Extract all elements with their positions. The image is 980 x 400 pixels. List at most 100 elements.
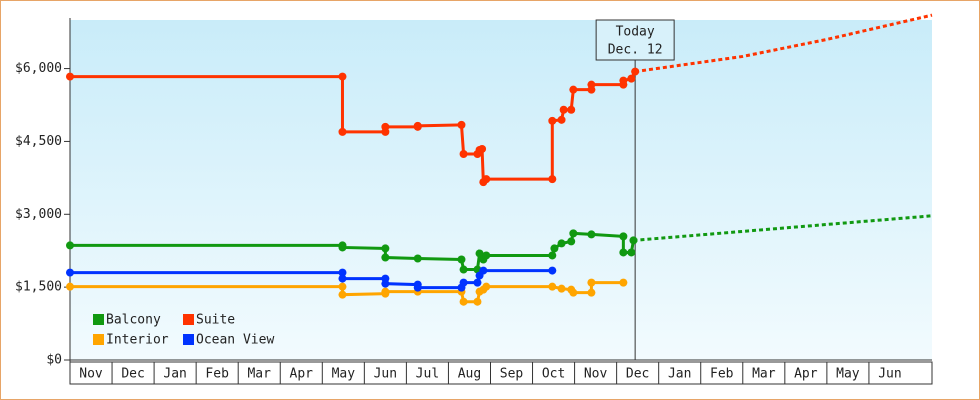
x-tick-label: Sep (500, 367, 524, 382)
point (338, 290, 347, 299)
x-tick-label: Dec (626, 367, 649, 382)
x-tick-label: Jan (163, 367, 186, 382)
point (550, 244, 559, 253)
point (66, 268, 74, 277)
point (473, 297, 482, 306)
point (548, 266, 557, 275)
point (473, 278, 482, 287)
legend-label: Suite (196, 313, 235, 328)
point (587, 80, 596, 89)
x-tick-label: May (836, 367, 860, 382)
point (66, 282, 74, 291)
x-tick-label: Jul (416, 367, 439, 382)
today-label: Today (616, 25, 655, 40)
x-tick-label: Mar (247, 367, 271, 382)
legend-swatch (93, 314, 104, 325)
point (619, 278, 628, 287)
x-tick-label: Apr (290, 367, 314, 382)
point (413, 121, 422, 130)
y-tick-label: $0 (46, 353, 62, 368)
point (457, 120, 466, 129)
point (338, 282, 347, 291)
point (631, 67, 640, 76)
point (66, 72, 74, 81)
today-box (595, 19, 675, 61)
point (459, 278, 468, 287)
point (478, 144, 487, 153)
point (627, 248, 636, 257)
point (413, 283, 422, 292)
x-tick-label: May (332, 367, 356, 382)
point (338, 72, 347, 81)
point (569, 229, 578, 238)
point (459, 150, 468, 159)
point (413, 254, 422, 263)
point (587, 278, 596, 287)
x-tick-label: Mar (752, 367, 776, 382)
point (557, 284, 566, 293)
point (381, 253, 390, 262)
legend-label: Balcony (106, 313, 161, 328)
x-tick-label: Nov (584, 367, 608, 382)
point (587, 288, 596, 297)
point (381, 287, 390, 296)
x-tick-label: Jan (668, 367, 691, 382)
y-tick-label: $4,500 (15, 134, 62, 149)
point (381, 279, 390, 288)
legend-swatch (183, 314, 194, 325)
legend-label: Ocean View (196, 333, 274, 348)
plot-area (70, 20, 932, 360)
point (457, 255, 466, 264)
point (548, 282, 557, 291)
point (381, 122, 390, 131)
legend-swatch (183, 334, 194, 345)
point (338, 268, 347, 277)
legend-label: Interior (106, 333, 169, 348)
point (619, 232, 628, 241)
point (569, 288, 578, 297)
projection-line (633, 214, 933, 242)
point (567, 237, 576, 246)
point (66, 241, 74, 250)
point (567, 105, 576, 114)
x-tick-label: Apr (794, 367, 818, 382)
x-tick-label: Jun (374, 367, 397, 382)
x-tick-label: Jun (878, 367, 901, 382)
x-tick-label: Feb (710, 367, 734, 382)
point (459, 265, 468, 274)
y-tick-label: $3,000 (15, 207, 62, 222)
point (482, 282, 491, 291)
point (557, 239, 566, 248)
x-tick-label: Nov (79, 367, 103, 382)
point (482, 251, 491, 260)
point (338, 127, 347, 136)
x-tick-label: Dec (121, 367, 144, 382)
point (619, 248, 628, 257)
today-label: Dec. 12 (608, 43, 663, 58)
point (587, 230, 596, 239)
point (338, 274, 347, 283)
point (557, 115, 566, 124)
point (473, 265, 482, 274)
y-tick-label: $6,000 (15, 61, 62, 76)
x-tick-label: Aug (458, 367, 481, 382)
point (569, 85, 578, 94)
point (479, 266, 488, 275)
point (338, 243, 347, 252)
x-tick-label: Feb (205, 367, 229, 382)
point (629, 236, 638, 245)
point (381, 244, 390, 253)
point (619, 76, 628, 85)
point (548, 175, 557, 184)
y-tick-label: $1,500 (15, 280, 62, 295)
x-tick-label: Oct (542, 367, 565, 382)
legend-swatch (93, 334, 104, 345)
point (559, 105, 568, 114)
point (482, 175, 491, 184)
point (459, 297, 468, 306)
projection-line (634, 13, 933, 74)
point (548, 251, 557, 260)
point (627, 74, 636, 83)
point (548, 116, 557, 125)
